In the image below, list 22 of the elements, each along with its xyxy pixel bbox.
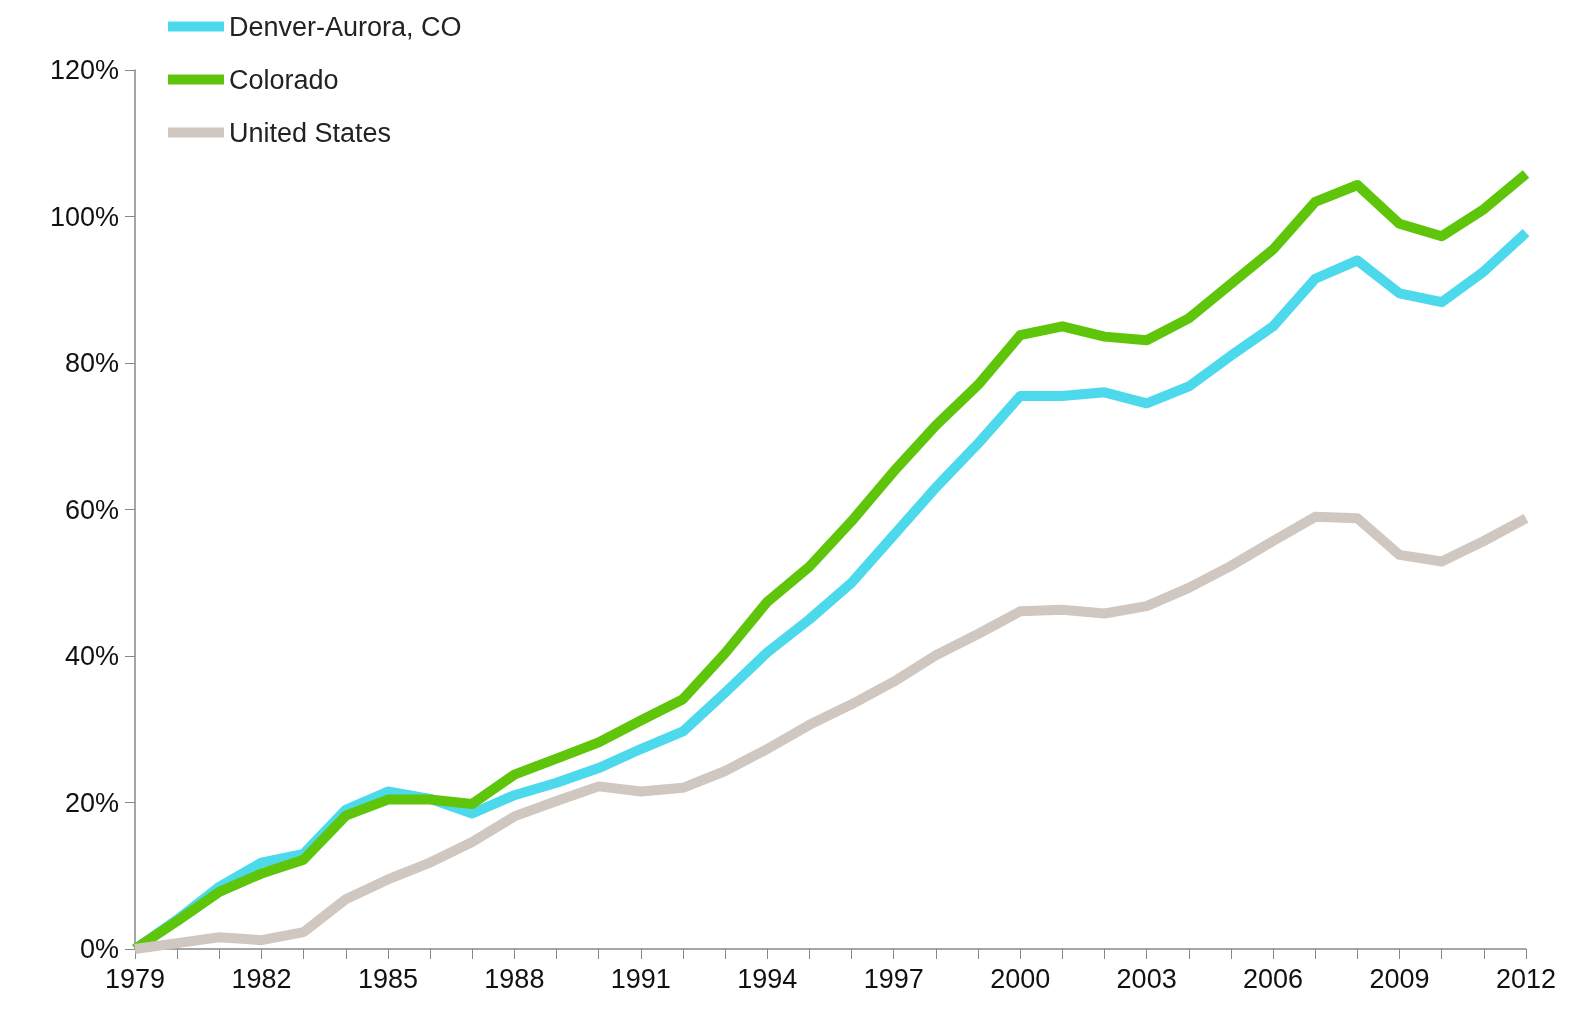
x-tick-label: 1979 <box>104 963 166 994</box>
x-tick-label: 1997 <box>863 963 924 994</box>
y-tick-label: 20% <box>64 787 119 818</box>
x-tick-label: 1985 <box>357 963 418 994</box>
x-tick-label: 2012 <box>1495 963 1557 994</box>
legend-label: United States <box>229 117 392 148</box>
y-tick-label: 100% <box>49 201 119 232</box>
x-tick-label: 2009 <box>1369 963 1430 994</box>
x-tick-label: 1991 <box>610 963 671 994</box>
y-tick-label: 60% <box>64 494 119 525</box>
x-tick-label: 2000 <box>990 963 1051 994</box>
x-tick-label: 1982 <box>231 963 292 994</box>
y-tick-label: 40% <box>64 641 119 671</box>
y-tick-label: 80% <box>64 348 119 378</box>
legend-label: Colorado <box>229 64 339 95</box>
x-tick-label: 1994 <box>737 963 798 994</box>
y-tick-label: 120% <box>49 55 119 85</box>
x-tick-label: 2006 <box>1243 963 1304 994</box>
y-tick-label: 0% <box>79 934 119 964</box>
x-tick-label: 1988 <box>484 963 545 994</box>
x-tick-label: 2003 <box>1116 963 1177 994</box>
legend-label: Denver-Aurora, CO <box>229 11 462 42</box>
